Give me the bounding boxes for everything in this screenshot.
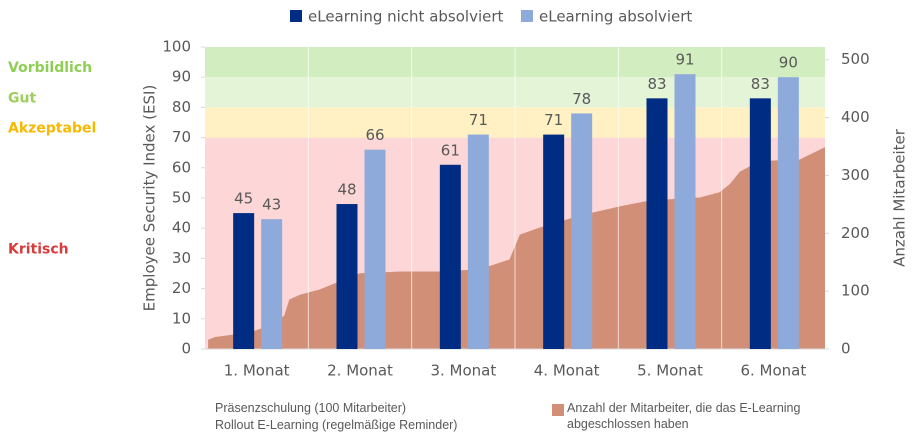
- y-tick-label: 30: [172, 249, 191, 267]
- bar: [777, 77, 799, 349]
- bar: [439, 164, 461, 349]
- legend-swatch: [290, 10, 302, 22]
- y-tick-label: 90: [172, 68, 191, 86]
- x-tick-label: 4. Monat: [534, 362, 600, 380]
- bar: [336, 204, 358, 349]
- value-label: 61: [441, 141, 460, 159]
- band-label: Akzeptabel: [8, 121, 96, 137]
- y-tick-label: 20: [172, 279, 191, 297]
- bar: [543, 134, 565, 349]
- legend-label: eLearning nicht absolviert: [308, 8, 504, 26]
- y2-tick-label: 0: [841, 340, 851, 358]
- bar: [364, 149, 386, 349]
- band-label: Vorbildlich: [8, 60, 92, 76]
- x-tick-label: 2. Monat: [327, 362, 393, 380]
- note: Präsenzschulung (100 Mitarbeiter): [215, 401, 407, 415]
- legend-swatch: [552, 404, 564, 416]
- y2-tick-label: 400: [841, 108, 870, 126]
- bar: [467, 134, 489, 349]
- value-label: 45: [234, 190, 253, 208]
- y-tick-label: 60: [172, 158, 191, 176]
- x-tick-label: 5. Monat: [637, 362, 703, 380]
- y-tick-label: 40: [172, 219, 191, 237]
- bar: [674, 74, 696, 350]
- bar: [646, 98, 668, 349]
- value-label: 71: [469, 111, 488, 129]
- y2-tick-label: 300: [841, 166, 870, 184]
- y-tick-label: 100: [162, 38, 191, 56]
- bar: [261, 219, 283, 349]
- y-tick-label: 70: [172, 128, 191, 146]
- note: Rollout E-Learning (regelmäßige Reminder…: [215, 418, 458, 432]
- y-axis-label: Employee Security Index (ESI): [141, 85, 159, 312]
- value-label: 43: [262, 196, 281, 214]
- y2-tick-label: 500: [841, 50, 870, 68]
- value-label: 83: [751, 75, 770, 93]
- x-tick-label: 3. Monat: [430, 362, 496, 380]
- value-label: 78: [572, 90, 591, 108]
- y2-tick-label: 100: [841, 282, 870, 300]
- bar: [749, 98, 771, 349]
- value-label: 66: [365, 126, 384, 144]
- y-tick-label: 0: [181, 340, 191, 358]
- y2-axis-label: Anzahl Mitarbeiter: [891, 128, 909, 267]
- area-fill: [208, 147, 826, 349]
- band-label: Gut: [8, 90, 36, 106]
- value-label: 91: [675, 51, 694, 69]
- value-label: 71: [544, 111, 563, 129]
- value-label: 48: [337, 181, 356, 199]
- band-label: Kritisch: [8, 241, 69, 257]
- y-tick-label: 10: [172, 309, 191, 327]
- value-label: 90: [779, 54, 798, 72]
- bar: [233, 213, 255, 349]
- y-tick-label: 80: [172, 98, 191, 116]
- area-edge: [207, 147, 826, 341]
- value-label: 83: [647, 75, 666, 93]
- x-tick-label: 1. Monat: [224, 362, 290, 380]
- legend-swatch: [521, 10, 533, 22]
- y-tick-label: 50: [172, 189, 191, 207]
- x-tick-label: 6. Monat: [740, 362, 806, 380]
- legend-label: eLearning absolviert: [539, 8, 692, 26]
- legend-label: Anzahl der Mitarbeiter, die das E-Learni…: [567, 401, 801, 431]
- bar: [571, 113, 593, 349]
- y2-tick-label: 200: [841, 224, 870, 242]
